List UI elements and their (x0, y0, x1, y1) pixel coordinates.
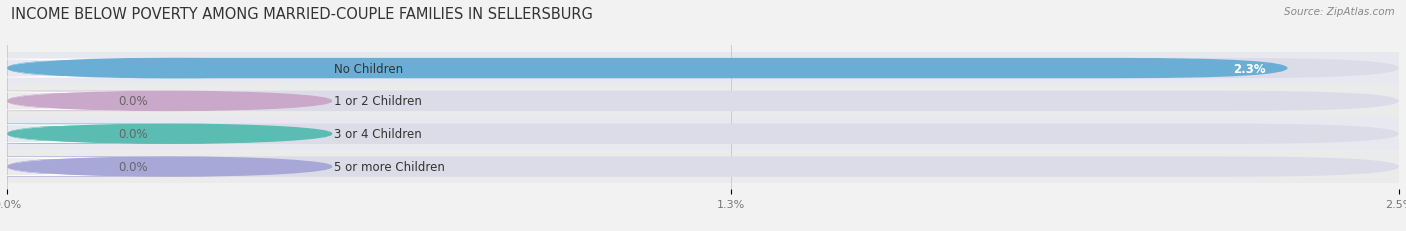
FancyBboxPatch shape (7, 59, 1399, 79)
Text: INCOME BELOW POVERTY AMONG MARRIED-COUPLE FAMILIES IN SELLERSBURG: INCOME BELOW POVERTY AMONG MARRIED-COUPL… (11, 7, 593, 22)
Text: 3 or 4 Children: 3 or 4 Children (335, 128, 422, 141)
Circle shape (8, 59, 332, 78)
FancyBboxPatch shape (7, 151, 1399, 183)
FancyBboxPatch shape (0, 92, 170, 111)
FancyBboxPatch shape (7, 52, 1399, 85)
FancyBboxPatch shape (0, 59, 170, 78)
FancyBboxPatch shape (0, 157, 180, 177)
Text: No Children: No Children (335, 62, 404, 75)
Circle shape (8, 92, 332, 111)
FancyBboxPatch shape (0, 125, 170, 144)
FancyBboxPatch shape (7, 157, 1399, 177)
Circle shape (8, 125, 332, 144)
Text: 2.3%: 2.3% (1233, 62, 1265, 75)
Text: 1 or 2 Children: 1 or 2 Children (335, 95, 422, 108)
FancyBboxPatch shape (0, 91, 180, 112)
Circle shape (8, 157, 332, 176)
FancyBboxPatch shape (7, 59, 1288, 79)
FancyBboxPatch shape (7, 124, 1399, 144)
Text: 0.0%: 0.0% (118, 95, 148, 108)
Text: 0.0%: 0.0% (118, 160, 148, 173)
FancyBboxPatch shape (0, 124, 180, 144)
Text: 5 or more Children: 5 or more Children (335, 160, 446, 173)
FancyBboxPatch shape (7, 118, 1399, 151)
Text: Source: ZipAtlas.com: Source: ZipAtlas.com (1284, 7, 1395, 17)
FancyBboxPatch shape (7, 85, 1399, 118)
FancyBboxPatch shape (7, 91, 1399, 112)
FancyBboxPatch shape (0, 157, 170, 176)
Text: 0.0%: 0.0% (118, 128, 148, 141)
